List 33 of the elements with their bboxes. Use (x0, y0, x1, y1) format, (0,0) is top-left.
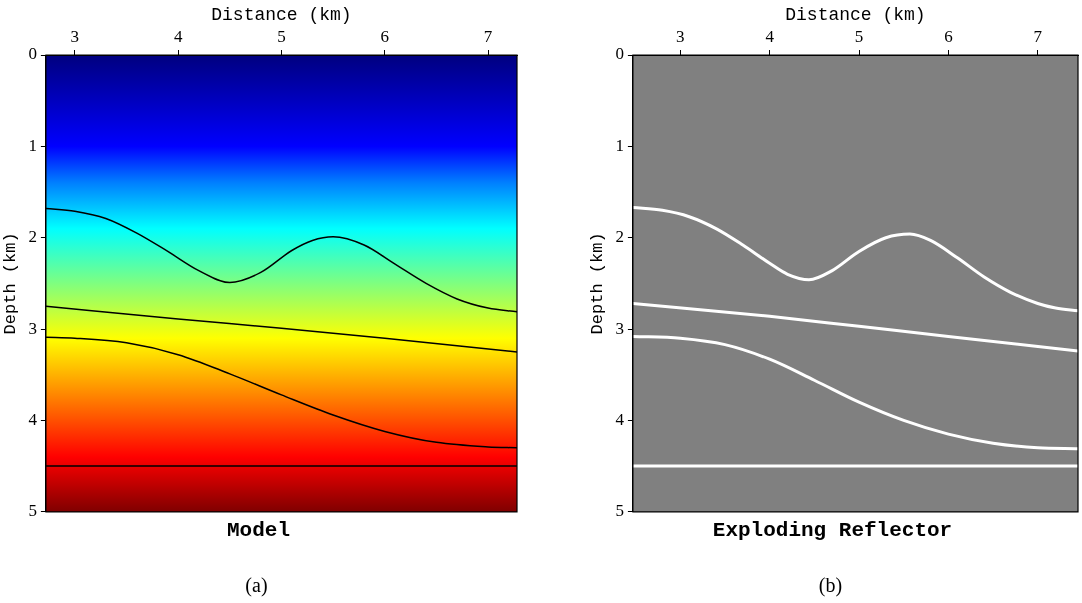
text: Exploding Reflector (712, 518, 953, 542)
y-tick-label: 5 (28, 501, 37, 521)
x-tick-label: 3 (676, 27, 685, 47)
y-axis-title: Depth (km) (587, 232, 607, 335)
y-tick-label: 4 (28, 409, 38, 429)
x-tick-label: 4 (173, 27, 183, 47)
line-series (632, 206, 1078, 313)
line-series (632, 334, 1078, 451)
x-axis-title: Distance (km) (211, 4, 352, 25)
text: (a) (245, 574, 268, 598)
x-tick-label: 6 (944, 27, 953, 47)
x-tick-label: 7 (1033, 27, 1043, 47)
text: (b) (818, 574, 843, 598)
x-tick-label: 5 (277, 27, 286, 47)
y-tick-label: 3 (615, 318, 624, 338)
y-tick-label: 3 (28, 318, 37, 338)
x-tick-label: 5 (854, 27, 864, 47)
y-axis-title: Depth (km) (0, 232, 20, 335)
x-axis-title: Distance (km) (785, 4, 926, 25)
y-tick-label: 1 (615, 135, 624, 155)
x-tick-label: 3 (70, 27, 80, 47)
y-tick-label: 0 (28, 44, 37, 64)
y-tick-label: 2 (28, 227, 37, 247)
text: Model (226, 518, 291, 542)
x-tick-label: 7 (483, 27, 493, 47)
y-tick-label: 4 (615, 409, 625, 429)
line-series (632, 302, 1078, 353)
y-tick-label: 1 (28, 135, 37, 155)
y-tick-label: 5 (615, 501, 624, 521)
y-tick-label: 2 (615, 227, 624, 247)
x-tick-label: 6 (380, 27, 390, 47)
y-tick-label: 0 (615, 44, 624, 64)
x-tick-label: 4 (765, 27, 775, 47)
